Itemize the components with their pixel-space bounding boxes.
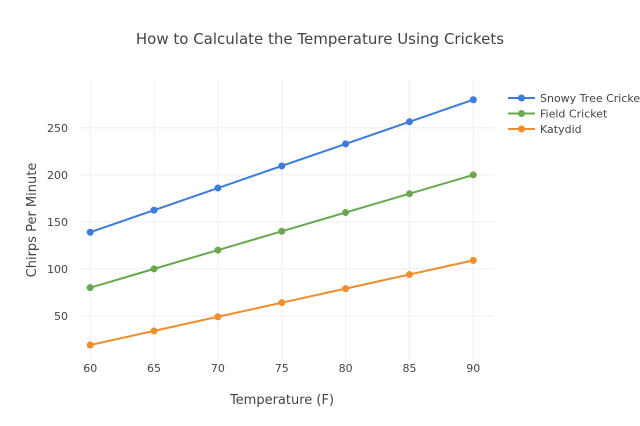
data-point (214, 184, 222, 192)
data-point (469, 171, 477, 179)
data-point (278, 299, 286, 307)
x-tick-label: 80 (339, 362, 353, 375)
series-group (86, 96, 477, 349)
legend-label: Field Cricket (540, 108, 608, 121)
legend[interactable]: Snowy Tree Cricket Field Cricket Katydid (508, 92, 640, 136)
x-tick-label: 75 (275, 362, 289, 375)
data-point (214, 246, 222, 254)
data-point (342, 285, 350, 293)
legend-label: Katydid (540, 123, 582, 136)
legend-marker (518, 125, 525, 133)
x-tick-label: 70 (211, 362, 225, 375)
x-tick-label: 65 (147, 362, 161, 375)
x-axis-label: Temperature (F) (229, 393, 334, 408)
chart-title: How to Calculate the Temperature Using C… (136, 30, 504, 48)
x-tick-label: 90 (466, 362, 480, 375)
ticks: 60 65 70 75 80 85 90 50 100 150 200 250 (47, 122, 480, 375)
data-point (278, 162, 286, 170)
legend-label: Snowy Tree Cricket (540, 92, 640, 105)
legend-marker (518, 94, 525, 102)
data-point (469, 256, 477, 264)
legend-marker (518, 110, 525, 117)
y-tick-label: 50 (54, 310, 68, 323)
data-point (214, 313, 222, 321)
data-point (469, 96, 477, 104)
x-tick-label: 60 (83, 362, 97, 375)
y-tick-label: 100 (47, 263, 68, 276)
data-point (86, 284, 94, 292)
y-tick-label: 250 (47, 122, 68, 135)
y-axis-label: Chirps Per Minute (25, 163, 40, 278)
data-point (150, 327, 158, 335)
data-point (405, 190, 413, 198)
data-point (405, 118, 413, 126)
data-point (150, 206, 158, 214)
data-point (86, 228, 94, 236)
x-tick-label: 85 (402, 362, 416, 375)
data-point (405, 270, 413, 278)
y-tick-label: 150 (47, 216, 68, 229)
data-point (150, 265, 158, 273)
data-point (278, 227, 286, 235)
data-point (342, 140, 350, 148)
data-point (86, 341, 94, 349)
y-tick-label: 200 (47, 169, 68, 182)
grid (80, 80, 495, 360)
data-point (342, 208, 350, 216)
